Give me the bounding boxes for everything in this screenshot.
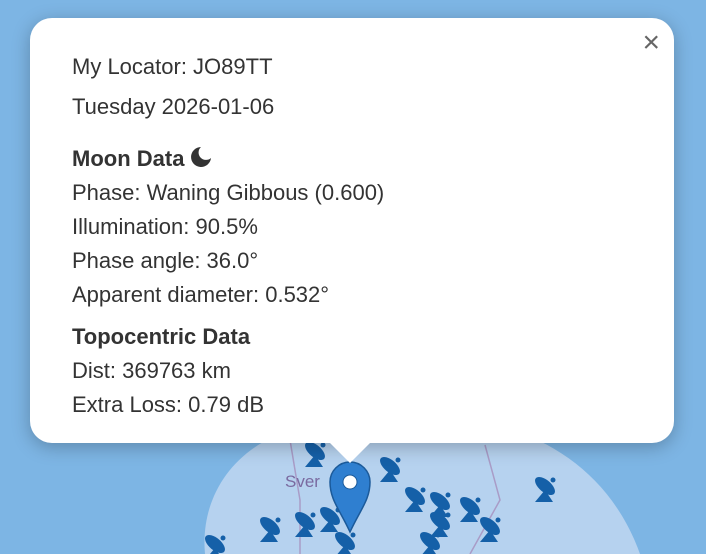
popup-tip [328,441,372,463]
satellite-dish-icon[interactable] [477,514,503,542]
moon-data-heading: Moon Data [72,142,384,176]
satellite-dish-icon[interactable] [332,529,358,554]
moon-illumination: Illumination: 90.5% [72,214,258,239]
satellite-dish-icon[interactable] [417,529,443,554]
moon-heading-text: Moon Data [72,146,185,171]
moon-waning-gibbous-icon [191,147,212,167]
satellite-dish-icon[interactable] [302,439,328,467]
topocentric-heading: Topocentric Data [72,324,251,349]
satellite-dish-icon[interactable] [257,514,283,542]
moon-phase-angle: Phase angle: 36.0° [72,248,259,273]
satellite-dish-icon[interactable] [457,494,483,522]
moon-apparent-diameter: Apparent diameter: 0.532° [72,282,330,307]
moon-info-popup: × My Locator: JO89TT Tuesday 2026-01-06 … [30,18,674,443]
country-label: Sver [285,472,320,491]
moon-phase: Phase: Waning Gibbous (0.600) [72,180,385,205]
my-locator: My Locator: JO89TT [72,54,273,79]
satellite-dish-icon[interactable] [292,509,318,537]
satellite-dish-icon[interactable] [377,454,403,482]
topocentric-distance: Dist: 369763 km [72,358,231,383]
close-icon[interactable]: × [642,26,660,59]
date: Tuesday 2026-01-06 [72,94,275,119]
border-line [469,444,501,554]
satellite-dish-icon[interactable] [427,509,453,537]
satellite-dish-icon[interactable] [202,532,228,554]
extra-loss: Extra Loss: 0.79 dB [72,392,264,417]
satellite-dish-icon[interactable] [402,484,428,512]
satellite-dish-icon[interactable] [532,474,558,502]
